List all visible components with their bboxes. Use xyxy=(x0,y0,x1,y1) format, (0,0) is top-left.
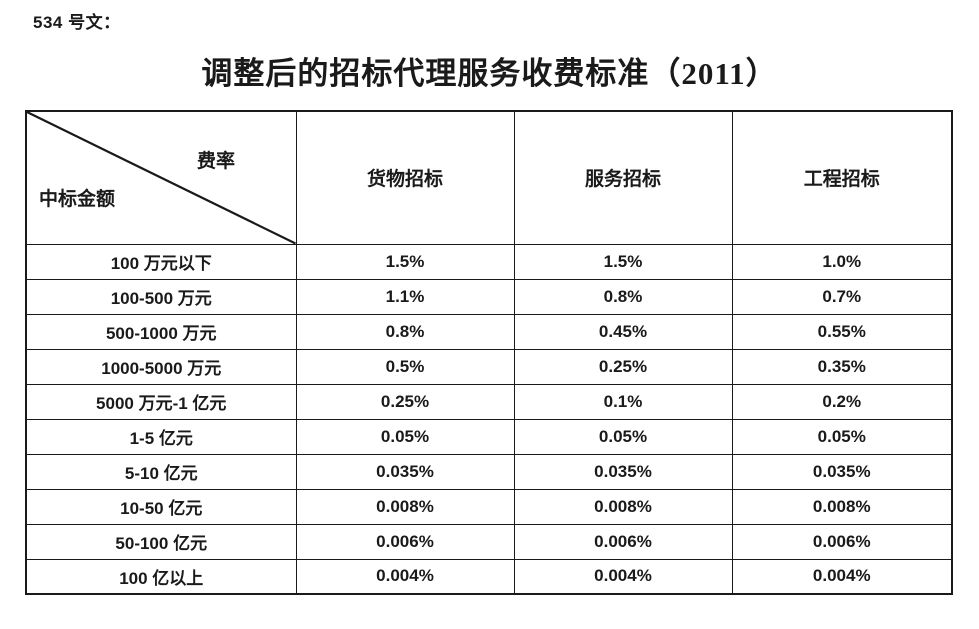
column-header-engineering: 工程招标 xyxy=(731,110,953,245)
row-label: 100 万元以下 xyxy=(25,243,297,280)
rate-cell: 0.7% xyxy=(731,278,953,315)
rate-cell: 1.0% xyxy=(731,243,953,280)
row-label: 5000 万元-1 亿元 xyxy=(25,383,297,420)
rate-cell: 1.1% xyxy=(295,278,515,315)
corner-label-rate: 费率 xyxy=(197,151,236,172)
table-row: 10-50 亿元 0.008% 0.008% 0.008% xyxy=(25,488,953,525)
table-row: 500-1000 万元 0.8% 0.45% 0.55% xyxy=(25,313,953,350)
table-body: 100 万元以下 1.5% 1.5% 1.0% 100-500 万元 1.1% 0.8% 0.… xyxy=(25,243,953,595)
rate-cell: 0.008% xyxy=(295,488,515,525)
row-label: 1000-5000 万元 xyxy=(25,348,297,385)
rate-cell: 0.004% xyxy=(513,558,733,595)
row-label: 100-500 万元 xyxy=(25,278,297,315)
rate-cell: 0.45% xyxy=(513,313,733,350)
rate-cell: 0.004% xyxy=(731,558,953,595)
rate-cell: 0.006% xyxy=(513,523,733,560)
table-row: 1-5 亿元 0.05% 0.05% 0.05% xyxy=(25,418,953,455)
table-row: 5000 万元-1 亿元 0.25% 0.1% 0.2% xyxy=(25,383,953,420)
rate-cell: 0.035% xyxy=(295,453,515,490)
table-row: 50-100 亿元 0.006% 0.006% 0.006% xyxy=(25,523,953,560)
column-header-goods: 货物招标 xyxy=(295,110,515,245)
rate-cell: 0.004% xyxy=(295,558,515,595)
rate-cell: 0.8% xyxy=(295,313,515,350)
rate-cell: 0.05% xyxy=(295,418,515,455)
rate-cell: 0.25% xyxy=(513,348,733,385)
rate-cell: 0.035% xyxy=(513,453,733,490)
rate-cell: 0.2% xyxy=(731,383,953,420)
rate-cell: 0.035% xyxy=(731,453,953,490)
diagonal-line-icon xyxy=(27,112,296,244)
column-header-services: 服务招标 xyxy=(513,110,733,245)
rate-cell: 0.008% xyxy=(513,488,733,525)
rate-cell: 1.5% xyxy=(295,243,515,280)
row-label: 100 亿以上 xyxy=(25,558,297,595)
table-row: 100 亿以上 0.004% 0.004% 0.004% xyxy=(25,558,953,595)
rate-cell: 1.5% xyxy=(513,243,733,280)
row-label: 500-1000 万元 xyxy=(25,313,297,350)
rate-cell: 0.05% xyxy=(731,418,953,455)
rate-cell: 0.006% xyxy=(731,523,953,560)
rate-cell: 0.008% xyxy=(731,488,953,525)
row-label: 1-5 亿元 xyxy=(25,418,297,455)
page-title: 调整后的招标代理服务收费标准（2011） xyxy=(201,56,778,91)
rate-cell: 0.5% xyxy=(295,348,515,385)
rate-cell: 0.1% xyxy=(513,383,733,420)
rate-cell: 0.006% xyxy=(295,523,515,560)
table-row: 5-10 亿元 0.035% 0.035% 0.035% xyxy=(25,453,953,490)
row-label: 50-100 亿元 xyxy=(25,523,297,560)
fee-rate-table: 费率 中标金额 货物招标 服务招标 工程招标 100 万元以下 1.5% 1.5% 1… xyxy=(25,110,953,595)
table-row: 100-500 万元 1.1% 0.8% 0.7% xyxy=(25,278,953,315)
table-row: 100 万元以下 1.5% 1.5% 1.0% xyxy=(25,243,953,280)
rate-cell: 0.35% xyxy=(731,348,953,385)
header-row: 费率 中标金额 货物招标 服务招标 工程招标 xyxy=(25,110,953,245)
row-label: 5-10 亿元 xyxy=(25,453,297,490)
rate-cell: 0.55% xyxy=(731,313,953,350)
table-row: 1000-5000 万元 0.5% 0.25% 0.35% xyxy=(25,348,953,385)
rate-cell: 0.05% xyxy=(513,418,733,455)
doc-number-label: 534 号文： xyxy=(33,13,121,32)
rate-cell: 0.25% xyxy=(295,383,515,420)
rate-cell: 0.8% xyxy=(513,278,733,315)
row-label: 10-50 亿元 xyxy=(25,488,297,525)
corner-label-amount: 中标金额 xyxy=(39,189,116,210)
diagonal-header-cell: 费率 中标金额 xyxy=(25,110,297,245)
